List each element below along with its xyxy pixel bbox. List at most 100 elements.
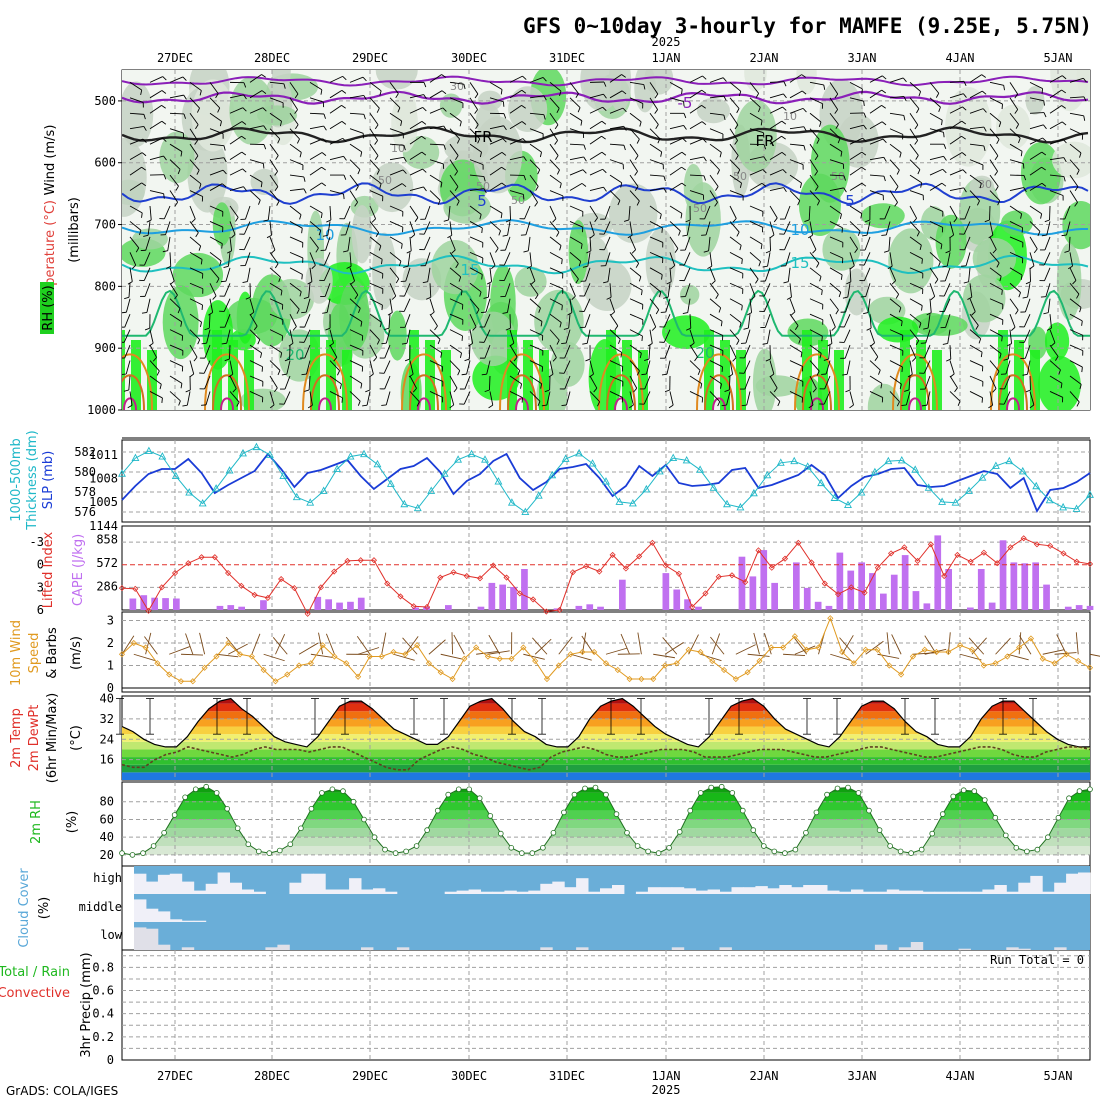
wind-barb bbox=[769, 93, 784, 99]
wind-barb-flag bbox=[245, 296, 251, 300]
wind-barb bbox=[809, 128, 820, 140]
wind-barb-flag bbox=[994, 155, 999, 161]
wind10-point bbox=[614, 666, 621, 674]
wind-barb-flag bbox=[232, 388, 237, 393]
wind-barb bbox=[329, 391, 343, 399]
temp-contour-25 bbox=[892, 353, 938, 410]
wind-barb-flag bbox=[221, 342, 227, 345]
wind-barb-flag bbox=[763, 156, 767, 162]
wind-barb-flag bbox=[441, 90, 447, 95]
wind-barb-flag bbox=[1054, 356, 1059, 361]
wind10-barb bbox=[272, 637, 288, 655]
wind-barb-flag bbox=[177, 308, 181, 314]
wind10-point bbox=[933, 648, 940, 656]
wind-barb bbox=[323, 267, 331, 281]
rh-point bbox=[382, 846, 388, 853]
slp-point bbox=[1045, 495, 1054, 504]
wind-barb-flag bbox=[141, 182, 147, 187]
rh-high-column bbox=[834, 350, 844, 410]
wind-barb bbox=[509, 190, 524, 195]
wind10-barb bbox=[995, 637, 1011, 655]
wind-barb bbox=[689, 314, 692, 329]
wind10-barb bbox=[298, 642, 319, 655]
wind-barb-flag bbox=[276, 201, 280, 206]
rh-point bbox=[645, 848, 651, 855]
wind-barb bbox=[869, 329, 876, 344]
wind-barb-flag bbox=[575, 278, 579, 284]
wind-barb-flag bbox=[996, 262, 1000, 268]
cape-bar bbox=[423, 606, 430, 610]
bottom-date-label: 4JAN bbox=[946, 1069, 975, 1083]
bottom-date-label: 30DEC bbox=[451, 1069, 487, 1083]
wind-barb-flag bbox=[502, 138, 507, 143]
cloud-high-bar bbox=[635, 891, 649, 894]
wind-barb-flag bbox=[242, 281, 248, 283]
wind-barb bbox=[289, 267, 303, 275]
wind-barb-flag bbox=[940, 244, 943, 250]
wind-barb bbox=[189, 251, 203, 260]
wind-barb-flag bbox=[161, 90, 167, 94]
wind-barb-flag bbox=[894, 202, 898, 207]
wind-barb bbox=[969, 190, 980, 202]
wind-barb-flag bbox=[522, 75, 527, 80]
wind-barb-flag bbox=[1003, 85, 1005, 91]
wind-barb bbox=[649, 187, 664, 191]
wind-barb bbox=[489, 391, 494, 406]
wind-tick-label: 2 bbox=[107, 636, 114, 650]
wind-barb bbox=[565, 329, 571, 344]
rh-high-column bbox=[606, 330, 616, 410]
wind-barb bbox=[785, 252, 791, 266]
wind-barb bbox=[244, 252, 251, 266]
wind-barb bbox=[809, 360, 820, 372]
wind-barb bbox=[549, 128, 558, 141]
wind-barb-flag bbox=[690, 342, 695, 347]
lifted-point bbox=[317, 584, 324, 591]
wind-barb-flag bbox=[163, 174, 167, 180]
wind10-point bbox=[130, 639, 137, 647]
wind-barb-flag bbox=[1063, 157, 1067, 163]
rh-band bbox=[122, 819, 1090, 829]
wind-barb bbox=[489, 81, 503, 90]
rh-point bbox=[676, 829, 683, 835]
rh-point bbox=[1066, 795, 1072, 801]
wind-barb-flag bbox=[715, 186, 719, 191]
wind-barb bbox=[709, 112, 724, 116]
wind-barb bbox=[866, 221, 871, 236]
wind-barb bbox=[1069, 282, 1080, 295]
wind-barb-flag bbox=[406, 250, 412, 254]
wind-barb-flag bbox=[423, 186, 427, 192]
wind-barb bbox=[569, 267, 579, 280]
wind-barb-flag bbox=[915, 340, 920, 346]
wind-barb-flag bbox=[1006, 343, 1012, 347]
wind-barb bbox=[968, 267, 971, 282]
wind-barb bbox=[269, 391, 275, 405]
wind-barb bbox=[609, 283, 612, 298]
cloud-high-bar bbox=[492, 891, 505, 894]
cloud-high-bar bbox=[922, 891, 936, 894]
wind-barb bbox=[829, 143, 843, 152]
wind-barb bbox=[923, 360, 931, 374]
wind-barb bbox=[629, 282, 643, 291]
lifted-point bbox=[556, 606, 563, 614]
wind-barb bbox=[709, 128, 724, 135]
wind-barb bbox=[269, 128, 281, 140]
wind-barb-flag bbox=[921, 404, 928, 407]
wind-barb-flag bbox=[901, 366, 903, 372]
wind-barb bbox=[329, 205, 332, 221]
wind-barb-flag bbox=[647, 343, 653, 347]
wind-barb bbox=[749, 182, 763, 191]
wind-barb bbox=[289, 188, 304, 191]
wind-barb bbox=[325, 236, 331, 251]
wind-barb-flag bbox=[474, 93, 479, 99]
cape-bar bbox=[695, 606, 702, 610]
wind-barb bbox=[1029, 182, 1043, 191]
wind-barb-flag bbox=[582, 342, 588, 345]
slp-point bbox=[319, 486, 328, 494]
wind-barb-flag bbox=[195, 124, 199, 130]
slp-point bbox=[911, 465, 920, 473]
wind-barb bbox=[609, 391, 623, 398]
temp-band bbox=[122, 711, 1090, 719]
wind-barb bbox=[469, 298, 480, 310]
wind-barb bbox=[529, 313, 543, 322]
